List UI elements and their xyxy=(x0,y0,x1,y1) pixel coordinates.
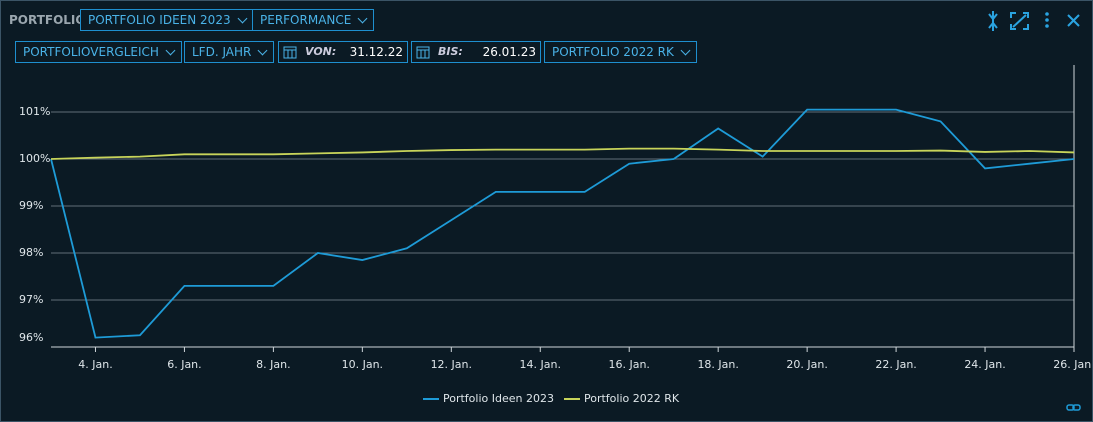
series-line xyxy=(50,108,1075,339)
x-tick-label: 18. Jan. xyxy=(697,358,738,371)
y-tick-label: 100% xyxy=(19,152,50,165)
x-tick-label: 16. Jan. xyxy=(608,358,649,371)
collapse-button[interactable] xyxy=(988,11,998,31)
to-date[interactable]: BIS: 26.01.23 xyxy=(411,41,541,63)
series-line xyxy=(50,147,1075,160)
to-value: 26.01.23 xyxy=(482,45,536,59)
x-tick-label: 26. Jan. xyxy=(1053,358,1092,371)
x-tick-label: 22. Jan. xyxy=(875,358,916,371)
calendar-icon xyxy=(283,46,297,59)
close-button[interactable] xyxy=(1067,14,1080,27)
portfolio-select[interactable]: PORTFOLIO IDEEN 2023 xyxy=(80,9,254,31)
x-tick-label: 10. Jan. xyxy=(342,358,383,371)
y-tick-label: 101% xyxy=(19,105,50,118)
y-tick-label: 97% xyxy=(19,293,43,306)
x-tick-label: 4. Jan. xyxy=(78,358,112,371)
period-select[interactable]: LFD. JAHR xyxy=(184,41,275,63)
to-label: BIS: xyxy=(438,45,463,58)
benchmark-select[interactable]: PORTFOLIO 2022 RK xyxy=(544,41,697,63)
view-select[interactable]: PERFORMANCE xyxy=(252,9,375,31)
mode-select[interactable]: PORTFOLIOVERGLEICH xyxy=(15,41,182,63)
y-tick-label: 99% xyxy=(19,199,43,212)
x-tick-label: 24. Jan. xyxy=(964,358,1005,371)
legend-label: Portfolio Ideen 2023 xyxy=(443,392,554,405)
menu-button[interactable] xyxy=(1045,12,1049,28)
x-tick-label: 8. Jan. xyxy=(256,358,290,371)
widget-label: PORTFOLIO xyxy=(9,13,86,27)
x-tick-label: 20. Jan. xyxy=(786,358,827,371)
x-tick-label: 14. Jan. xyxy=(520,358,561,371)
y-tick-label: 96% xyxy=(19,331,43,344)
calendar-icon xyxy=(416,46,430,59)
window-icons xyxy=(988,11,1080,31)
from-label: VON: xyxy=(305,45,337,58)
x-tick-label: 12. Jan. xyxy=(431,358,472,371)
expand-button[interactable] xyxy=(1010,12,1029,30)
legend-label: Portfolio 2022 RK xyxy=(584,392,680,405)
y-tick-label: 98% xyxy=(19,246,43,259)
link-icon[interactable] xyxy=(1066,404,1081,411)
from-date[interactable]: VON: 31.12.22 xyxy=(278,41,408,63)
from-value: 31.12.22 xyxy=(349,45,403,59)
x-tick-label: 6. Jan. xyxy=(167,358,201,371)
